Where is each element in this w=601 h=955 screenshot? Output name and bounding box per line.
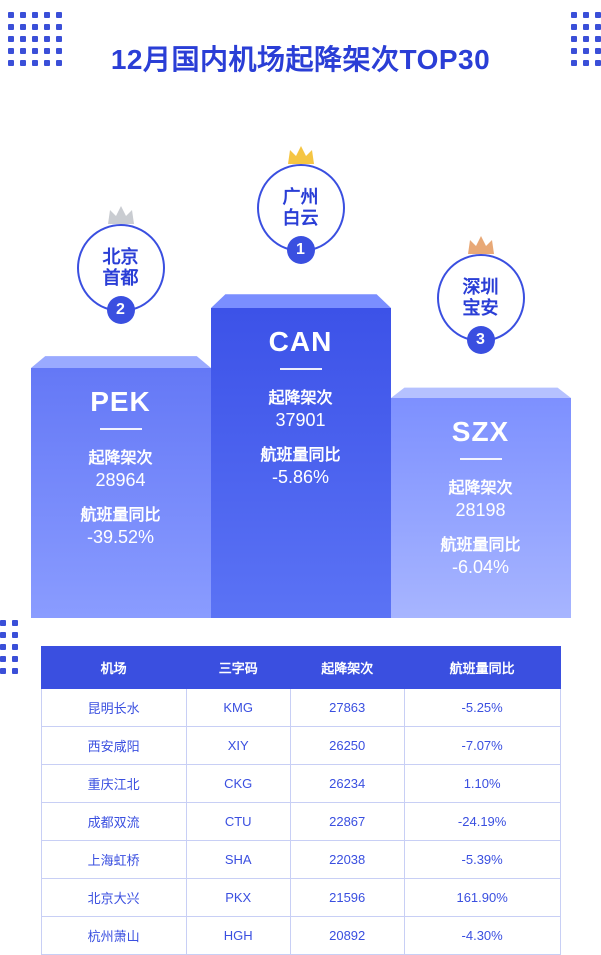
table-cell: 昆明长水 (41, 689, 186, 727)
table-cell: 重庆江北 (41, 765, 186, 803)
table-row: 成都双流CTU22867-24.19% (41, 803, 560, 841)
rank2-movements: 28964 (41, 470, 201, 491)
table-cell: 26234 (290, 765, 404, 803)
col-yoy: 航班量同比 (404, 647, 560, 689)
table-row: 北京大兴PKX21596161.90% (41, 879, 560, 917)
rank1-pill: 1 (287, 236, 315, 264)
table-cell: 1.10% (404, 765, 560, 803)
col-movements: 起降架次 (290, 647, 404, 689)
table-cell: 21596 (290, 879, 404, 917)
rank3-pill: 3 (467, 326, 495, 354)
table-cell: XIY (186, 727, 290, 765)
movements-label: 起降架次 (401, 474, 561, 498)
rank3-code: SZX (401, 416, 561, 448)
table-cell: 20892 (290, 917, 404, 955)
table-cell: -5.39% (404, 841, 560, 879)
rank2-badge: 北京 首都 2 (77, 224, 165, 312)
rank1-code: CAN (221, 326, 381, 358)
table-cell: 26250 (290, 727, 404, 765)
rank1-yoy: -5.86% (221, 467, 381, 488)
rank1-badge: 广州 白云 1 (257, 164, 345, 252)
col-code: 三字码 (186, 647, 290, 689)
airport-table: 机场 三字码 起降架次 航班量同比 昆明长水KMG27863-5.25%西安咸阳… (41, 646, 561, 955)
table-cell: -24.19% (404, 803, 560, 841)
crown-icon (106, 204, 136, 226)
table-cell: 杭州萧山 (41, 917, 186, 955)
movements-label: 起降架次 (221, 384, 381, 408)
rank2-name-line1: 北京 (103, 247, 139, 268)
podium-rank2: PEK 起降架次 28964 航班量同比 -39.52% (31, 368, 211, 618)
rank1-movements: 37901 (221, 410, 381, 431)
rank3-movements: 28198 (401, 500, 561, 521)
table-cell: 成都双流 (41, 803, 186, 841)
col-airport: 机场 (41, 647, 186, 689)
crown-icon (286, 144, 316, 166)
podium-chart: 广州 白云 1 北京 首都 2 深圳 宝安 3 PEK 起降架次 28964 航… (31, 108, 571, 618)
table-row: 昆明长水KMG27863-5.25% (41, 689, 560, 727)
rank3-yoy: -6.04% (401, 557, 561, 578)
table-row: 杭州萧山HGH20892-4.30% (41, 917, 560, 955)
table-cell: 北京大兴 (41, 879, 186, 917)
table-cell: -5.25% (404, 689, 560, 727)
rank2-name-line2: 首都 (103, 268, 139, 289)
table-cell: KMG (186, 689, 290, 727)
rank2-code: PEK (41, 386, 201, 418)
table-cell: SHA (186, 841, 290, 879)
table-cell: 上海虹桥 (41, 841, 186, 879)
podium-rank3: SZX 起降架次 28198 航班量同比 -6.04% (391, 398, 571, 618)
table-row: 西安咸阳XIY26250-7.07% (41, 727, 560, 765)
table-cell: -7.07% (404, 727, 560, 765)
rank2-yoy: -39.52% (41, 527, 201, 548)
dot-decoration (8, 12, 62, 66)
movements-label: 起降架次 (41, 444, 201, 468)
yoy-label: 航班量同比 (41, 501, 201, 525)
podium-rank1: CAN 起降架次 37901 航班量同比 -5.86% (211, 308, 391, 618)
table-cell: -4.30% (404, 917, 560, 955)
table-row: 重庆江北CKG262341.10% (41, 765, 560, 803)
yoy-label: 航班量同比 (221, 441, 381, 465)
page-title: 12月国内机场起降架次TOP30 (0, 0, 601, 78)
table-cell: PKX (186, 879, 290, 917)
table-row: 上海虹桥SHA22038-5.39% (41, 841, 560, 879)
rank3-name-line1: 深圳 (463, 277, 499, 298)
rank3-badge: 深圳 宝安 3 (437, 254, 525, 342)
table-cell: CTU (186, 803, 290, 841)
table-cell: 西安咸阳 (41, 727, 186, 765)
dot-decoration (0, 620, 18, 674)
crown-icon (466, 234, 496, 256)
table-cell: 27863 (290, 689, 404, 727)
table-cell: CKG (186, 765, 290, 803)
table-cell: 22867 (290, 803, 404, 841)
table-cell: HGH (186, 917, 290, 955)
rank1-name-line2: 白云 (283, 208, 319, 229)
dot-decoration (571, 12, 601, 66)
yoy-label: 航班量同比 (401, 531, 561, 555)
table-cell: 161.90% (404, 879, 560, 917)
rank2-pill: 2 (107, 296, 135, 324)
rank3-name-line2: 宝安 (463, 298, 499, 319)
rank1-name-line1: 广州 (283, 187, 319, 208)
table-cell: 22038 (290, 841, 404, 879)
